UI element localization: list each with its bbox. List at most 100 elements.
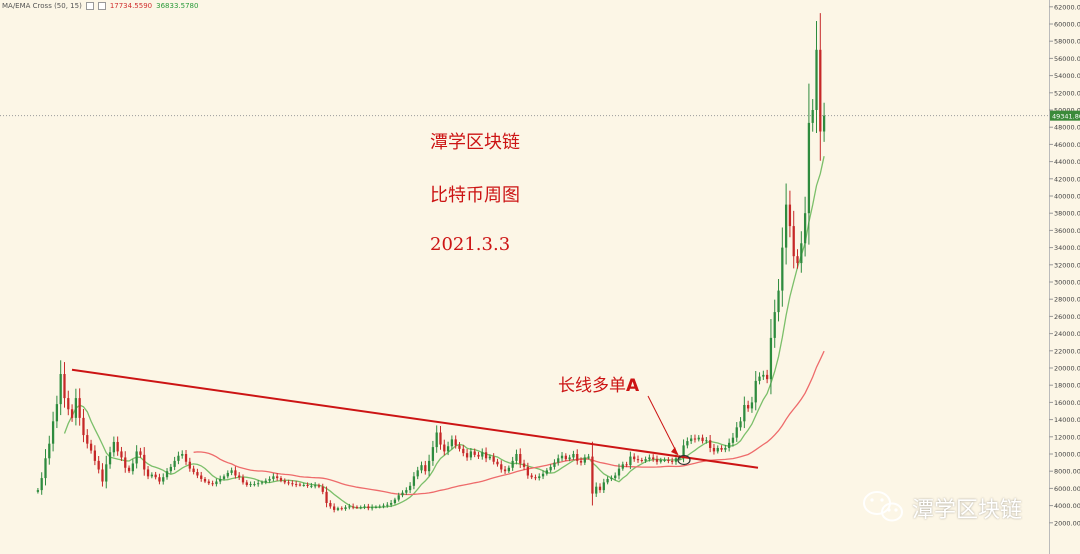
y-tick-label: 30000.00 bbox=[1054, 279, 1080, 287]
wechat-icon-dot bbox=[894, 508, 898, 512]
candle-body bbox=[450, 439, 454, 447]
candle-body bbox=[583, 457, 586, 463]
candle-body bbox=[283, 480, 286, 483]
candle-body bbox=[557, 458, 560, 463]
candle-body bbox=[112, 441, 115, 453]
current-price-marker: 49341.80 bbox=[0, 110, 1080, 121]
candle-body bbox=[735, 427, 738, 438]
candle-body bbox=[765, 374, 769, 380]
candle-body bbox=[241, 477, 245, 483]
candle-body bbox=[477, 454, 480, 457]
candle-body bbox=[754, 380, 757, 403]
candle-body bbox=[370, 507, 374, 509]
long-position-suffix: A bbox=[626, 376, 640, 396]
candle-body bbox=[386, 504, 389, 506]
wechat-icon-dot bbox=[870, 498, 874, 502]
current-price-label: 49341.80 bbox=[1052, 113, 1080, 121]
watermark-logo bbox=[863, 491, 903, 522]
candle-body bbox=[788, 204, 792, 227]
annotation-date: 2021.3.3 bbox=[430, 234, 511, 255]
candle-body bbox=[234, 470, 237, 476]
candle-body bbox=[44, 458, 47, 479]
candle-body bbox=[693, 438, 697, 440]
candle-body bbox=[55, 404, 59, 422]
y-tick-label: 58000.00 bbox=[1054, 38, 1080, 46]
trendline-group bbox=[71, 368, 759, 469]
candle-body bbox=[363, 506, 366, 508]
candle-body bbox=[815, 49, 818, 110]
candle-body bbox=[264, 480, 267, 483]
y-tick-label: 42000.00 bbox=[1054, 175, 1080, 183]
candle-body bbox=[165, 471, 169, 478]
candle-body bbox=[314, 485, 317, 487]
candle-body bbox=[40, 478, 43, 491]
candle-body bbox=[564, 455, 567, 460]
indicator-value-1: 17734.5590 bbox=[109, 2, 153, 10]
candle-body bbox=[352, 506, 355, 508]
y-tick-label: 38000.00 bbox=[1054, 210, 1080, 218]
candle-body bbox=[614, 475, 617, 479]
candle-body bbox=[469, 451, 473, 458]
visibility-toggle-icon[interactable] bbox=[85, 2, 94, 10]
candle-body bbox=[822, 115, 826, 132]
y-tick-label: 50000.00 bbox=[1054, 107, 1080, 115]
candle-body bbox=[51, 421, 55, 444]
candle-body bbox=[803, 213, 807, 244]
trendline[interactable] bbox=[71, 368, 759, 469]
candle-body bbox=[743, 404, 746, 422]
moving-averages bbox=[63, 156, 825, 509]
candle-body bbox=[511, 460, 514, 468]
candle-body bbox=[697, 437, 700, 440]
watermark-text: 潭学区块链 bbox=[912, 498, 1023, 523]
candle-body bbox=[773, 312, 776, 338]
price-axis: 2000.00 4000.00 6000.00 8000.00 10000.00 1200… bbox=[1049, 0, 1080, 554]
candle-body bbox=[245, 482, 248, 485]
candle-body bbox=[701, 437, 704, 442]
candle-body bbox=[48, 443, 51, 459]
candle-body bbox=[359, 507, 362, 509]
candle-body bbox=[36, 490, 40, 492]
candle-body bbox=[591, 456, 594, 494]
candle-body bbox=[705, 440, 708, 442]
candle-body bbox=[143, 454, 146, 470]
candle-body bbox=[811, 110, 814, 123]
candle-body bbox=[382, 505, 385, 507]
candle-body bbox=[389, 503, 393, 505]
y-tick-label: 14000.00 bbox=[1054, 416, 1080, 424]
y-tick-label: 36000.00 bbox=[1054, 227, 1080, 235]
candle-body bbox=[249, 484, 252, 486]
y-tick-label: 46000.00 bbox=[1054, 141, 1080, 149]
candle-body bbox=[819, 49, 822, 132]
candle-body bbox=[416, 470, 419, 477]
indicator-value-2: 36833.5780 bbox=[156, 2, 199, 10]
candle-body bbox=[674, 458, 678, 462]
candle-body bbox=[131, 463, 134, 472]
y-tick-label: 32000.00 bbox=[1054, 261, 1080, 269]
candle-body bbox=[108, 452, 112, 465]
candle-body bbox=[503, 469, 507, 472]
settings-icon[interactable] bbox=[97, 2, 106, 10]
candle-body bbox=[158, 477, 161, 482]
candle-body bbox=[257, 483, 260, 485]
candle-body bbox=[587, 456, 590, 458]
candle-body bbox=[169, 466, 172, 472]
candle-body bbox=[792, 226, 795, 257]
candle-body bbox=[97, 460, 100, 470]
candle-body bbox=[238, 475, 241, 478]
candle-body bbox=[127, 467, 131, 472]
candle-body bbox=[184, 454, 188, 462]
wechat-icon-dot bbox=[887, 508, 891, 512]
candle-body bbox=[496, 461, 499, 465]
candle-body bbox=[192, 468, 195, 473]
candle-body bbox=[731, 437, 735, 443]
candle-body bbox=[636, 459, 640, 461]
candle-body bbox=[784, 204, 788, 248]
candle-body bbox=[276, 476, 279, 479]
long-position-text: 长线多单 bbox=[558, 376, 626, 396]
current-price-tag bbox=[1050, 110, 1080, 121]
candle-body bbox=[796, 256, 799, 264]
candle-body bbox=[492, 456, 495, 462]
candle-body bbox=[59, 374, 62, 405]
candle-body bbox=[769, 337, 773, 380]
